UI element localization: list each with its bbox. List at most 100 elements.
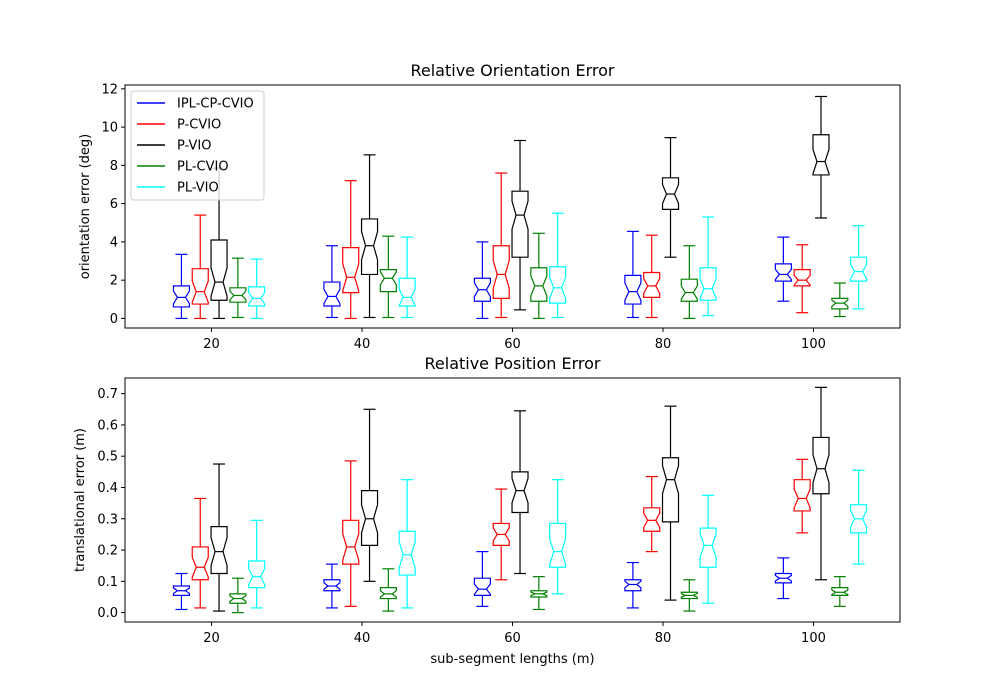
legend-label: IPL-CP-CVIO — [177, 97, 254, 112]
box-body — [210, 525, 228, 575]
box-body — [473, 577, 492, 597]
position-box-pl-vio-100 — [850, 469, 868, 565]
legend-frame — [130, 90, 265, 201]
box-body — [831, 297, 849, 310]
orientation-box-ipl-cp-cvio-60 — [473, 241, 492, 320]
orientation-y-axis-label: orientation error (deg) — [78, 134, 93, 280]
box-body — [680, 591, 698, 600]
orientation-box-pl-vio-80 — [699, 216, 717, 317]
orientation-box-p-cvio-40 — [342, 180, 360, 320]
legend-item-p-vio: P-VIO — [137, 139, 211, 154]
position-box-pl-cvio-20 — [229, 577, 247, 614]
orientation-box-p-vio-40 — [360, 154, 379, 319]
position-box-p-cvio-80 — [643, 475, 661, 553]
position-box-p-vio-40 — [360, 408, 379, 582]
position-box-p-cvio-100 — [793, 458, 811, 534]
orientation-x-tick-label: 40 — [354, 337, 371, 352]
orientation-y-tick-label: 10 — [101, 121, 118, 136]
position-box-ipl-cp-cvio-40 — [323, 563, 341, 609]
orientation-error-panel: 0 2 4 6 8 10 12 20 40 60 80 100 Relative Orientati… — [78, 61, 901, 352]
orientation-y-axis-ticks: 0 2 4 6 8 10 12 — [101, 82, 125, 327]
box-body — [172, 585, 191, 597]
orientation-y-tick-label: 6 — [110, 197, 118, 212]
orientation-x-tick-label: 60 — [504, 337, 521, 352]
orientation-x-tick-label: 20 — [203, 337, 220, 352]
box-body — [793, 269, 811, 287]
legend-item-pl-cvio: PL-CVIO — [137, 160, 229, 175]
orientation-y-tick-label: 4 — [110, 235, 118, 250]
box-body — [473, 277, 492, 302]
box-body — [379, 269, 397, 293]
orientation-box-p-vio-80 — [661, 137, 680, 258]
orientation-box-pl-cvio-60 — [530, 232, 548, 320]
box-body — [342, 247, 360, 294]
position-y-tick-label: 0.4 — [97, 481, 118, 496]
position-box-p-cvio-20 — [191, 497, 209, 609]
orientation-box-pl-vio-100 — [850, 225, 868, 310]
position-box-ipl-cp-cvio-60 — [473, 551, 492, 607]
position-x-axis-ticks: 20 40 60 80 100 — [203, 622, 826, 646]
position-axes-frame — [124, 377, 901, 623]
position-box-pl-cvio-100 — [831, 576, 849, 607]
box-body — [360, 490, 379, 546]
legend-item-p-cvio: P-CVIO — [137, 118, 221, 133]
orientation-x-axis-ticks: 20 40 60 80 100 — [203, 328, 826, 352]
box-body — [229, 593, 247, 604]
orientation-box-pl-vio-60 — [549, 212, 567, 319]
legend-item-pl-vio: PL-VIO — [137, 181, 219, 196]
orientation-y-tick-label: 0 — [110, 312, 118, 327]
orientation-box-pl-cvio-20 — [229, 257, 247, 319]
position-box-ipl-cp-cvio-80 — [624, 561, 642, 609]
box-body — [549, 266, 567, 304]
position-box-pl-vio-20 — [248, 519, 266, 609]
orientation-box-p-cvio-20 — [191, 214, 209, 320]
box-body — [323, 281, 341, 307]
position-box-p-cvio-40 — [342, 460, 360, 607]
position-chart-title: Relative Position Error — [425, 354, 601, 373]
position-box-p-vio-100 — [812, 386, 830, 581]
box-body — [398, 530, 416, 576]
orientation-box-p-cvio-80 — [643, 234, 661, 319]
position-box-p-vio-60 — [511, 410, 529, 575]
box-body — [172, 285, 191, 308]
position-box-ipl-cp-cvio-100 — [774, 557, 792, 600]
orientation-y-tick-label: 12 — [101, 82, 118, 97]
position-boxplots — [172, 386, 868, 614]
orientation-box-pl-vio-20 — [248, 258, 266, 320]
box-body — [379, 586, 397, 600]
orientation-box-p-vio-100 — [812, 95, 830, 219]
box-body — [624, 274, 642, 305]
box-body — [774, 572, 792, 584]
box-body — [530, 267, 548, 302]
position-y-axis-ticks: 0.0 0.1 0.2 0.3 0.4 0.5 0.6 0.7 — [97, 387, 125, 621]
orientation-box-pl-cvio-40 — [379, 235, 397, 319]
orientation-box-pl-cvio-100 — [831, 282, 849, 318]
box-body — [774, 263, 792, 282]
box-body — [360, 218, 379, 276]
orientation-box-pl-vio-40 — [398, 236, 416, 319]
orientation-y-tick-label: 2 — [110, 274, 118, 289]
orientation-box-p-cvio-100 — [793, 244, 811, 314]
box-body — [530, 590, 548, 598]
box-body — [511, 471, 529, 514]
orientation-x-tick-label: 100 — [801, 337, 826, 352]
box-body — [643, 271, 661, 298]
box-body — [850, 504, 868, 534]
orientation-box-p-vio-20 — [210, 167, 228, 320]
orientation-box-ipl-cp-cvio-20 — [172, 253, 191, 320]
position-y-axis-label: translational error (m) — [73, 428, 88, 572]
box-body — [793, 479, 811, 512]
position-box-pl-cvio-80 — [680, 579, 698, 612]
position-box-pl-vio-80 — [699, 494, 717, 604]
position-y-tick-label: 0.3 — [97, 512, 118, 527]
position-y-tick-label: 0.0 — [97, 606, 118, 621]
box-body — [549, 522, 567, 568]
box-body — [812, 436, 830, 495]
position-x-tick-label: 20 — [203, 631, 220, 646]
orientation-box-ipl-cp-cvio-100 — [774, 236, 792, 302]
orientation-box-pl-cvio-80 — [680, 245, 698, 320]
position-y-tick-label: 0.1 — [97, 575, 118, 590]
orientation-box-ipl-cp-cvio-40 — [323, 245, 341, 319]
box-body — [248, 286, 266, 307]
